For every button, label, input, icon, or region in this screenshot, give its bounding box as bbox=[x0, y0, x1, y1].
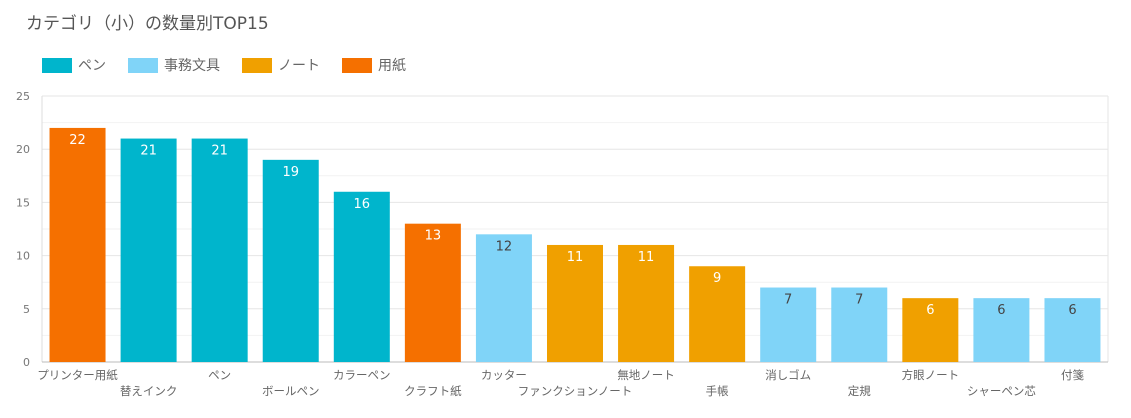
data-label: 7 bbox=[784, 293, 792, 308]
bar bbox=[262, 159, 319, 362]
y-tick-label: 25 bbox=[16, 90, 30, 103]
x-tick-label: カラーペン bbox=[333, 368, 391, 382]
bar bbox=[404, 223, 461, 362]
bar bbox=[689, 266, 746, 362]
legend-item-office-supplies[interactable]: 事務文具 bbox=[128, 55, 220, 75]
x-tick-label: プリンター用紙 bbox=[37, 368, 118, 382]
data-label: 11 bbox=[567, 250, 584, 265]
x-tick-label: 手帳 bbox=[706, 384, 729, 398]
x-tick-label: 替えインク bbox=[120, 384, 178, 398]
bar bbox=[49, 127, 106, 362]
x-tick-label: 無地ノート bbox=[617, 368, 675, 382]
legend-swatch-pen bbox=[42, 57, 72, 73]
bar bbox=[547, 244, 603, 362]
x-tick-label: 消しゴム bbox=[765, 368, 811, 382]
legend-label-notebook: ノート bbox=[278, 58, 320, 74]
data-label: 6 bbox=[1068, 303, 1076, 318]
legend-swatch-office-supplies bbox=[128, 57, 158, 73]
x-tick-label: ペン bbox=[208, 368, 231, 382]
data-label: 22 bbox=[69, 133, 86, 148]
legend-swatch-notebook bbox=[242, 57, 272, 73]
y-tick-label: 15 bbox=[16, 196, 30, 209]
y-tick-label: 5 bbox=[23, 303, 30, 316]
bar bbox=[831, 287, 888, 362]
x-tick-label: クラフト紙 bbox=[404, 384, 462, 398]
data-label: 16 bbox=[354, 197, 371, 212]
legend-item-paper[interactable]: 用紙 bbox=[342, 55, 406, 75]
y-tick-label: 0 bbox=[23, 356, 30, 369]
data-label: 7 bbox=[855, 293, 863, 308]
legend-swatch-paper bbox=[342, 57, 372, 73]
x-tick-label: カッター bbox=[481, 368, 527, 382]
bar bbox=[973, 298, 1030, 362]
data-label: 19 bbox=[282, 165, 299, 180]
bar bbox=[1044, 298, 1101, 362]
chart-legend: ペン 事務文具 ノート 用紙 bbox=[42, 55, 428, 75]
legend-label-paper: 用紙 bbox=[378, 58, 406, 74]
bar bbox=[333, 191, 390, 362]
x-tick-label: ボールペン bbox=[262, 384, 320, 398]
legend-label-office-supplies: 事務文具 bbox=[164, 58, 220, 74]
data-label: 6 bbox=[926, 303, 934, 318]
data-label: 21 bbox=[211, 144, 228, 159]
data-label: 6 bbox=[997, 303, 1005, 318]
bar bbox=[191, 138, 248, 362]
data-label: 12 bbox=[496, 239, 513, 254]
y-tick-label: 10 bbox=[16, 250, 30, 263]
bar bbox=[120, 138, 177, 362]
data-label: 21 bbox=[140, 144, 157, 159]
data-label: 13 bbox=[425, 229, 442, 244]
bar bbox=[760, 287, 817, 362]
bar bbox=[618, 244, 675, 362]
bar bbox=[902, 298, 959, 362]
legend-item-pen[interactable]: ペン bbox=[42, 55, 106, 75]
bar bbox=[475, 234, 532, 362]
y-tick-label: 20 bbox=[16, 143, 30, 156]
legend-label-pen: ペン bbox=[78, 58, 106, 74]
chart-title: カテゴリ（小）の数量別TOP15 bbox=[26, 14, 269, 34]
x-tick-label: ファンクションノート bbox=[518, 384, 632, 398]
x-tick-label: 定規 bbox=[848, 384, 871, 398]
data-label: 11 bbox=[638, 250, 655, 265]
legend-item-notebook[interactable]: ノート bbox=[242, 55, 320, 75]
x-tick-label: 方眼ノート bbox=[902, 368, 960, 382]
x-tick-label: シャーペン芯 bbox=[967, 384, 1036, 398]
data-label: 9 bbox=[713, 271, 721, 286]
x-tick-label: 付箋 bbox=[1061, 368, 1084, 382]
